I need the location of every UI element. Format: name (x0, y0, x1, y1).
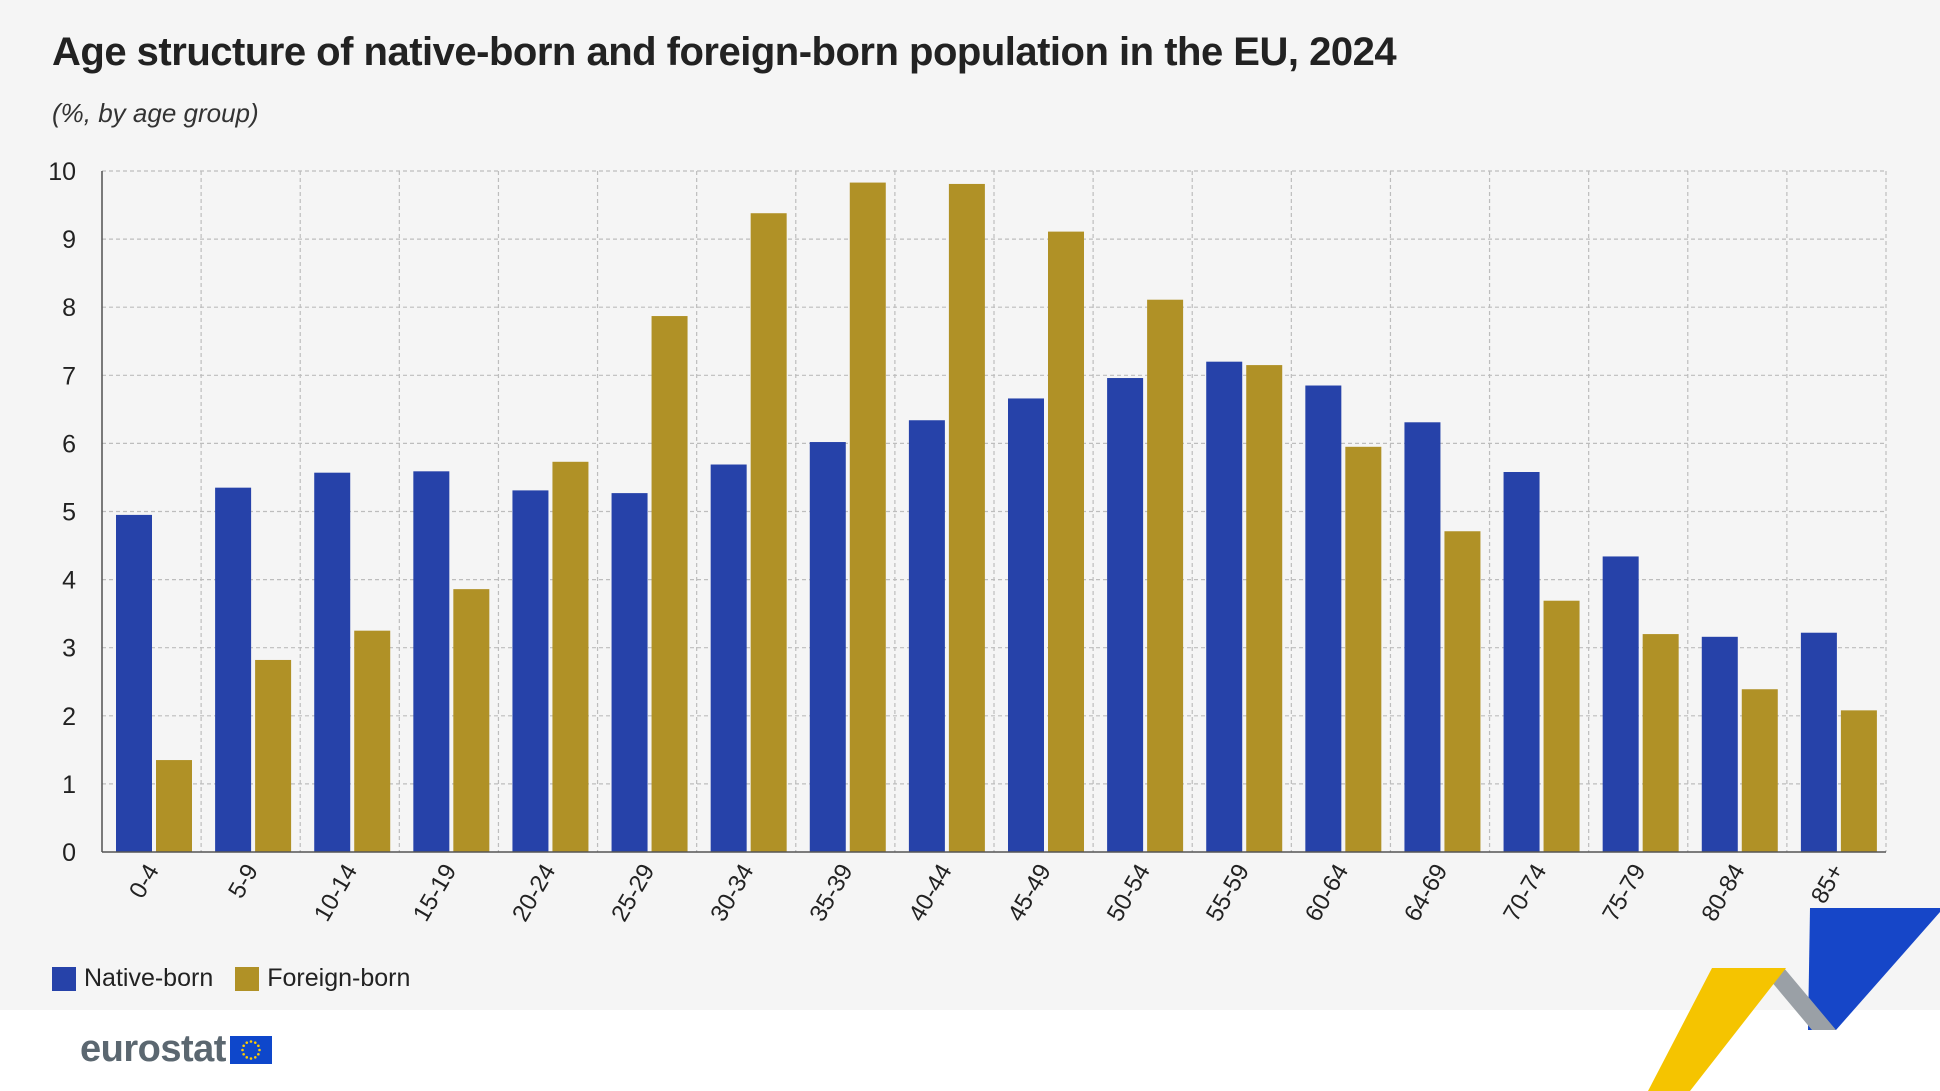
bar-native-born (611, 493, 648, 852)
bar-foreign-born (1048, 231, 1084, 852)
bar-native-born (1404, 422, 1441, 852)
y-tick-label: 6 (62, 430, 76, 458)
eurostat-logo: eurostat (80, 1028, 272, 1071)
bar-foreign-born (1147, 299, 1184, 853)
flag-star (242, 1043, 245, 1047)
legend-item-foreign: Foreign-born (235, 964, 410, 993)
flag-star (256, 1043, 260, 1047)
axes (101, 171, 1886, 853)
chart-title: Age structure of native-born and foreign… (52, 30, 1397, 74)
bars (116, 182, 1877, 853)
y-tick-label: 3 (62, 635, 76, 663)
flag-star (245, 1055, 248, 1059)
bar-foreign-born (1345, 446, 1382, 852)
bar-native-born (710, 464, 747, 852)
flag-star (241, 1048, 244, 1051)
flag-star (253, 1040, 257, 1044)
legend-label-native: Native-born (84, 964, 214, 992)
bar-native-born (1008, 398, 1044, 852)
bar-foreign-born (255, 659, 292, 852)
legend: Native-born Foreign-born (52, 964, 432, 993)
bar-native-born (1602, 556, 1639, 852)
logo-text: eurostat (80, 1028, 226, 1070)
y-tick-label: 7 (62, 362, 76, 390)
bar-foreign-born (354, 630, 391, 852)
flag-star (256, 1052, 260, 1056)
y-tick-label: 1 (62, 771, 76, 799)
bar-native-born (1305, 385, 1342, 852)
y-tick-label: 10 (48, 158, 76, 186)
legend-label-foreign: Foreign-born (267, 964, 411, 992)
y-tick-label: 2 (62, 703, 76, 731)
flag-star (253, 1055, 257, 1059)
bar-foreign-born (453, 589, 490, 852)
bar-native-born (413, 471, 450, 852)
flag-star (249, 1039, 253, 1043)
bar-native-born (314, 472, 351, 852)
flag-star (242, 1052, 245, 1056)
bar-native-born (116, 514, 152, 852)
bar-native-born (809, 442, 846, 852)
bar-foreign-born (651, 316, 688, 853)
bar-foreign-born (156, 760, 192, 852)
bar-foreign-born (1840, 710, 1877, 852)
eu-flag-icon (229, 1035, 272, 1064)
bar-native-born (215, 487, 252, 852)
bar-foreign-born (552, 461, 589, 852)
bar-native-born (512, 490, 549, 852)
y-tick-label: 0 (62, 839, 76, 867)
legend-swatch-foreign (235, 966, 260, 991)
bar-foreign-born (1444, 531, 1481, 852)
bar-native-born (1503, 472, 1540, 852)
bar-foreign-born (1246, 365, 1283, 852)
legend-swatch-native (52, 966, 76, 991)
bar-native-born (908, 420, 945, 852)
bar-native-born (1107, 378, 1144, 852)
y-tick-label: 5 (62, 499, 76, 527)
bar-foreign-born (1741, 689, 1778, 852)
bar-foreign-born (948, 183, 985, 853)
y-tick-label: 8 (62, 294, 76, 322)
bar-native-born (1800, 632, 1837, 852)
bar-native-born (1701, 636, 1738, 852)
chart-subtitle: (%, by age group) (52, 98, 259, 128)
bar-foreign-born (849, 182, 886, 852)
y-tick-label: 9 (62, 226, 76, 254)
grid-lines (101, 170, 1887, 852)
legend-item-native: Native-born (52, 964, 213, 993)
flag-star (249, 1056, 253, 1060)
y-tick-label: 4 (62, 567, 76, 595)
bar-foreign-born (1642, 634, 1679, 852)
bar-foreign-born (750, 213, 787, 853)
flag-star (258, 1048, 261, 1051)
bar-foreign-born (1543, 600, 1580, 852)
bar-native-born (1206, 361, 1243, 852)
flag-star (245, 1040, 248, 1044)
